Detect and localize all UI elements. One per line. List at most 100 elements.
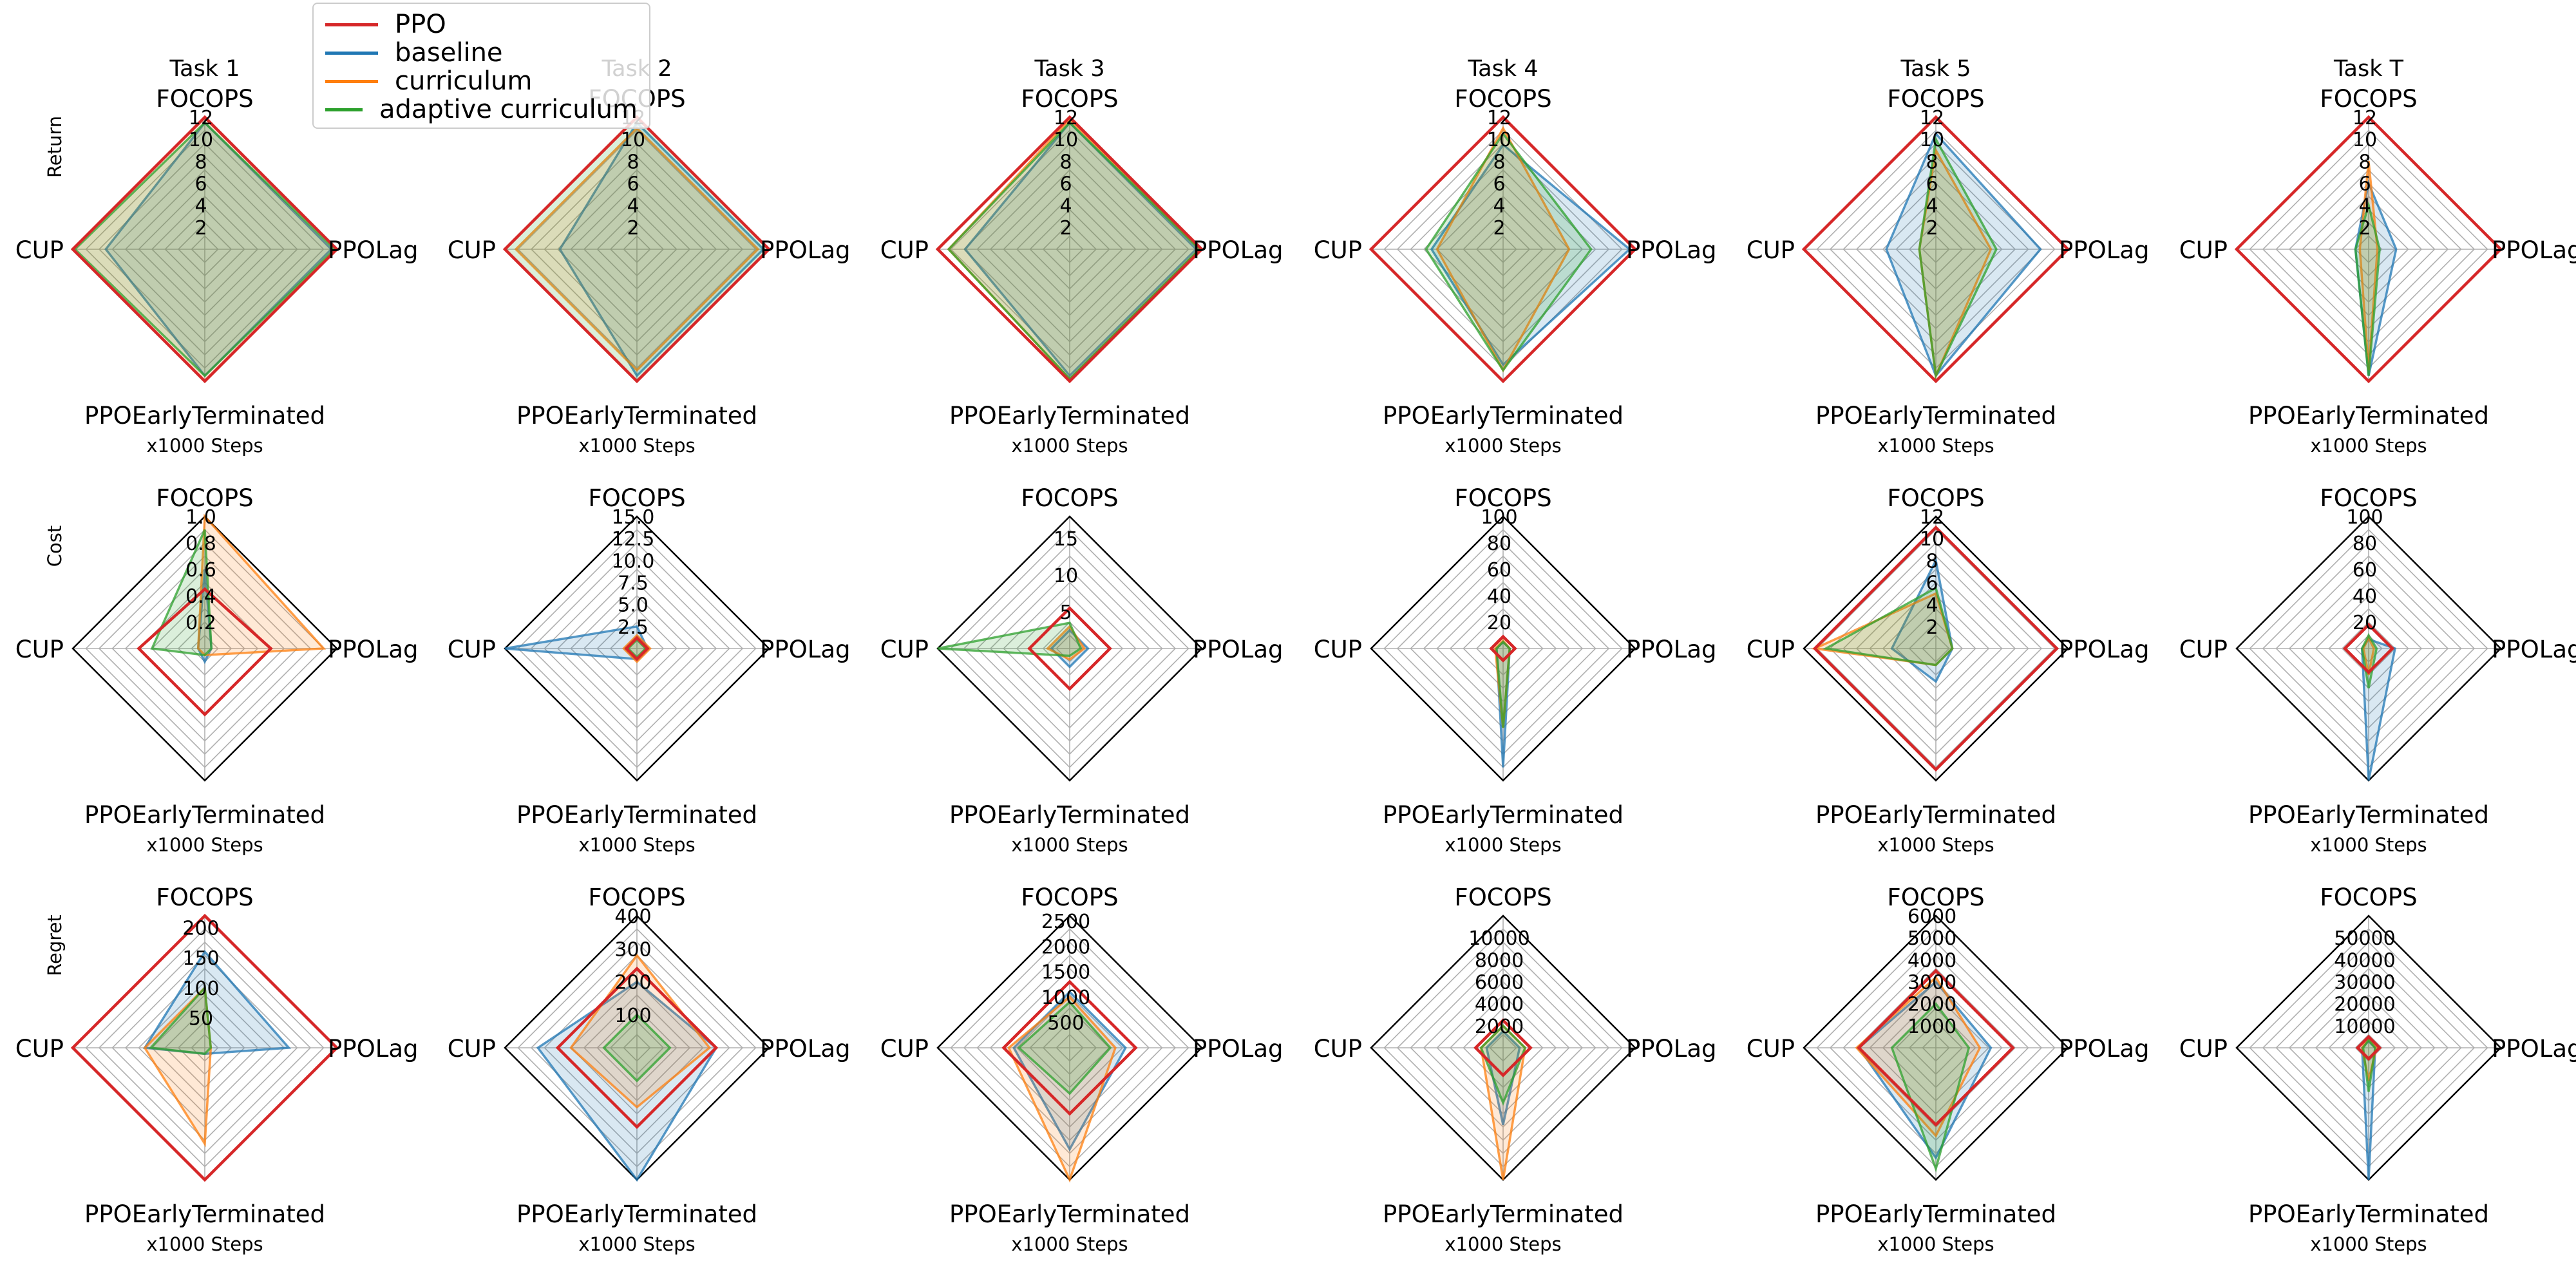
axis-label-ppoearlyterminated: PPOEarlyTerminated bbox=[1383, 801, 1624, 829]
radial-tick-label: 10 bbox=[1054, 129, 1078, 151]
axis-label-focops: FOCOPS bbox=[156, 484, 253, 512]
series-ppo bbox=[1368, 115, 1638, 384]
radial-tick-label: 8000 bbox=[1475, 949, 1524, 972]
axis-label-ppolag: PPOLag bbox=[2492, 236, 2576, 264]
radial-tick-label: 15.0 bbox=[612, 506, 655, 529]
radial-tick-label: 12 bbox=[1920, 107, 1944, 129]
axis-label-ppoearlyterminated: PPOEarlyTerminated bbox=[516, 801, 757, 829]
axis-label-focops: FOCOPS bbox=[1454, 484, 1551, 512]
radial-tick-label: 10000 bbox=[1468, 927, 1530, 950]
radial-tick-label: 12 bbox=[1920, 506, 1944, 529]
radial-tick-label: 2500 bbox=[1041, 911, 1090, 933]
axis-label-ppolag: PPOLag bbox=[328, 1035, 419, 1063]
radial-tick-label: 2.5 bbox=[618, 616, 649, 639]
series-ppo bbox=[137, 587, 273, 717]
series-adaptive-curriculum bbox=[148, 985, 213, 1056]
radial-tick-label: 1000 bbox=[1041, 987, 1090, 1009]
radial-tick-label: 6 bbox=[1926, 173, 1938, 196]
radial-tick-label: 300 bbox=[614, 938, 651, 961]
radial-tick-label: 6 bbox=[1926, 573, 1938, 595]
series-ppo bbox=[1473, 1018, 1533, 1077]
radial-tick-label: 12 bbox=[1487, 107, 1511, 129]
radial-tick-label: 2 bbox=[1926, 616, 1938, 639]
x-axis-label: x1000 Steps bbox=[1011, 834, 1128, 856]
radial-tick-label: 40 bbox=[2353, 585, 2377, 608]
radial-tick-label: 0.6 bbox=[185, 559, 216, 582]
radial-tick-label: 8 bbox=[194, 151, 207, 173]
axis-label-cup: CUP bbox=[1747, 236, 1795, 264]
x-axis-label: x1000 Steps bbox=[578, 1233, 695, 1255]
radial-tick-label: 1500 bbox=[1041, 961, 1090, 984]
radial-tick-label: 8 bbox=[2358, 151, 2371, 173]
radar-frame bbox=[1803, 914, 2069, 1181]
radial-tick-label: 80 bbox=[1487, 533, 1511, 555]
radial-tick-label: 8 bbox=[1059, 151, 1072, 173]
radar-return-task-2: 24681012FOCOPSPPOLagPPOEarlyTerminatedCU… bbox=[448, 56, 851, 457]
axis-label-cup: CUP bbox=[15, 1035, 64, 1063]
radial-tick-label: 10 bbox=[189, 129, 213, 151]
x-axis-label: x1000 Steps bbox=[146, 834, 263, 856]
axis-label-ppolag: PPOLag bbox=[2492, 1035, 2576, 1063]
radial-tick-label: 6 bbox=[1059, 173, 1072, 196]
x-axis-label: x1000 Steps bbox=[1444, 834, 1561, 856]
radial-tick-label: 5000 bbox=[1908, 927, 1956, 950]
series-ppo bbox=[70, 913, 339, 1182]
x-axis-label: x1000 Steps bbox=[578, 834, 695, 856]
radar-frame bbox=[1370, 515, 1636, 782]
radial-tick-label: 6000 bbox=[1908, 905, 1956, 928]
axis-label-cup: CUP bbox=[15, 636, 64, 663]
radial-tick-label: 12 bbox=[1054, 107, 1078, 129]
axis-label-focops: FOCOPS bbox=[156, 884, 253, 911]
axis-label-ppoearlyterminated: PPOEarlyTerminated bbox=[84, 402, 325, 430]
legend-label: PPO bbox=[395, 10, 446, 39]
x-axis-label: x1000 Steps bbox=[1877, 435, 1994, 457]
radial-tick-label: 4 bbox=[1493, 195, 1505, 218]
axis-label-ppolag: PPOLag bbox=[760, 636, 851, 663]
legend-swatch bbox=[325, 108, 363, 111]
axis-label-ppolag: PPOLag bbox=[1193, 236, 1283, 264]
radial-tick-label: 12 bbox=[189, 107, 213, 129]
radial-tick-label: 6 bbox=[2358, 173, 2371, 196]
task-title: Task 3 bbox=[1034, 56, 1105, 82]
radial-tick-label: 100 bbox=[614, 1005, 651, 1027]
axis-label-focops: FOCOPS bbox=[1021, 85, 1118, 113]
radial-tick-label: 7.5 bbox=[618, 573, 649, 595]
radar-frame bbox=[936, 515, 1203, 782]
series-adaptive-curriculum bbox=[1017, 1000, 1112, 1095]
axis-label-ppoearlyterminated: PPOEarlyTerminated bbox=[1815, 402, 2056, 430]
axis-label-ppolag: PPOLag bbox=[760, 1035, 851, 1063]
radial-tick-label: 12 bbox=[2353, 107, 2377, 129]
radar-frame bbox=[504, 515, 770, 782]
axis-label-cup: CUP bbox=[1314, 1035, 1362, 1063]
series-baseline bbox=[558, 120, 765, 378]
radial-tick-label: 10 bbox=[1054, 565, 1078, 587]
radial-tick-label: 60 bbox=[2353, 559, 2377, 582]
x-axis-label: x1000 Steps bbox=[2310, 834, 2427, 856]
radial-tick-label: 2 bbox=[2358, 217, 2371, 240]
radial-tick-label: 2000 bbox=[1475, 1016, 1524, 1038]
series-adaptive-curriculum bbox=[73, 121, 337, 377]
x-axis-label: x1000 Steps bbox=[578, 435, 695, 457]
radial-tick-label: 5.0 bbox=[618, 594, 649, 617]
radial-tick-label: 20 bbox=[2353, 612, 2377, 634]
radial-tick-label: 40000 bbox=[2334, 949, 2395, 972]
radial-tick-label: 2 bbox=[194, 217, 207, 240]
axis-label-ppolag: PPOLag bbox=[1193, 636, 1283, 663]
axis-label-cup: CUP bbox=[448, 636, 496, 663]
axis-label-ppolag: PPOLag bbox=[2059, 236, 2150, 264]
series-adaptive-curriculum bbox=[1425, 131, 1593, 373]
axis-label-cup: CUP bbox=[15, 236, 64, 264]
series-curriculum bbox=[196, 513, 327, 657]
radial-tick-label: 3000 bbox=[1908, 972, 1956, 994]
series-ppo bbox=[1489, 634, 1517, 663]
radar-cost-task-3: 5 10 15 FOCOPS PPOLag PPOEarlyTerminated CUP x1… bbox=[880, 484, 1283, 856]
legend-swatch bbox=[325, 23, 378, 26]
axis-label-ppolag: PPOLag bbox=[328, 636, 419, 663]
axis-label-cup: CUP bbox=[880, 1035, 929, 1063]
axis-label-ppoearlyterminated: PPOEarlyTerminated bbox=[1815, 801, 2056, 829]
radial-tick-label: 4 bbox=[1926, 594, 1938, 617]
